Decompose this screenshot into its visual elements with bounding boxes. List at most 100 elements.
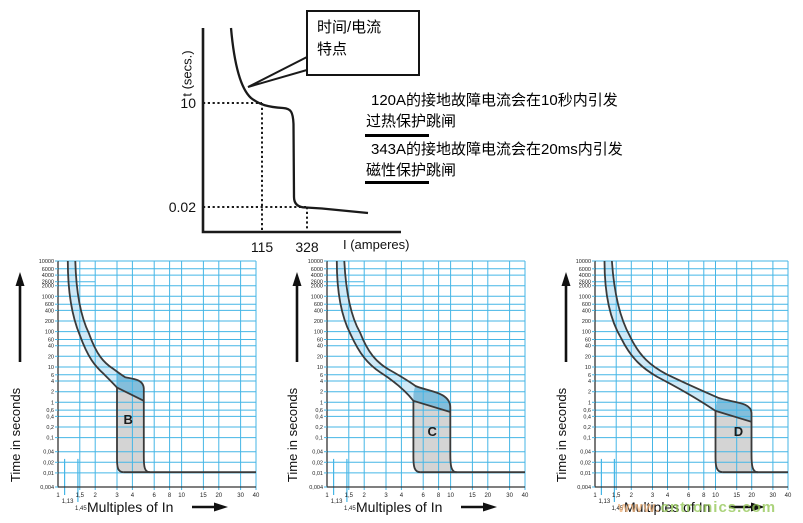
y-tick-label: 2600 [579,280,591,286]
x-sub-tick-label: 1,13 [331,499,343,505]
x-sub-tick-label: 1,13 [599,499,611,505]
x-tick-label: 6 [422,493,426,499]
y-tick-label: 6 [320,373,323,379]
y-tick-label: 10000 [576,259,591,265]
x-sub-tick-label: 1,45 [612,506,624,512]
thermal-band-fill [604,261,752,422]
x-tick-label: 8 [437,493,441,499]
y-axis-title: Time in seconds [285,387,300,482]
watermark: www.cntronics.com [618,499,776,516]
y-tick-label: 4000 [579,273,591,279]
annotation-magnetic-line1: 343A的接地故障电流会在20ms内引发 [371,141,623,158]
multiples-axis-arrow-head [214,502,228,512]
curve-type-letter: D [734,424,743,439]
y-tick-label: 0,004 [40,485,54,491]
x-tick-label: 3 [651,493,655,499]
top-diagram-axes [201,28,401,234]
y-tick-label: 40 [48,344,54,350]
y-tick-label: 0,1 [315,436,323,442]
y-tick-label: 20 [317,354,323,360]
top-x-axis-label: I (amperes) [343,237,410,252]
y-tick-label: 1000 [311,294,323,300]
y-tick-label: 10 [48,365,54,371]
callout-line1: 时间/电流 [317,19,382,36]
x-tick-label: 40 [253,493,260,499]
x-tick-label: 20 [748,493,755,499]
trip-curve-chart-d: 1000060004000260020001000600400200100604… [554,259,792,515]
dotted-line-002s-328a [203,206,308,232]
annotation-thermal-line2: 过热保护跳闸 [366,113,457,130]
time-axis-arrow-head [561,272,571,286]
top-y-tick-10: 10 [180,95,196,111]
y-tick-label: 6000 [42,267,54,273]
trip-band-left-boundary [603,260,723,474]
y-tick-label: 0,02 [43,460,54,466]
x-tick-label: 40 [522,493,529,499]
y-tick-label: 0,6 [583,408,591,414]
y-tick-label: 200 [45,319,54,325]
y-tick-label: 10 [317,365,323,371]
x-tick-label: 15 [733,493,740,499]
x-tick-label: 2 [363,493,367,499]
watermark-prefix: www. [618,499,661,516]
overlap-divider-line [715,410,752,423]
x-tick-label: 6 [153,493,157,499]
trip-band-right-boundary [74,260,151,474]
x-sub-tick-label: 1,45 [75,506,87,512]
y-tick-label: 1 [51,400,54,406]
y-tick-label: 0,04 [580,450,591,456]
trip-band-left-boundary [66,260,124,474]
x-tick-label: 2 [630,493,634,499]
x-tick-label: 1,5 [612,493,621,499]
x-tick-label: 15 [200,493,207,499]
overlap-band-fill [413,386,451,412]
x-sub-tick-label: 1,13 [62,499,74,505]
y-tick-label: 0,01 [312,471,323,477]
x-tick-label: 4 [400,493,404,499]
y-tick-label: 0,02 [312,460,323,466]
x-axis-title: Multiples of In [624,499,710,515]
y-tick-label: 4 [588,379,591,385]
y-tick-label: 2000 [42,284,54,290]
callout-box: 时间/电流 特点 [306,10,420,76]
y-tick-label: 0,1 [46,436,54,442]
y-tick-label: 0,01 [43,471,54,477]
y-tick-label: 60 [48,338,54,344]
trip-band-right-boundary [611,260,759,474]
y-tick-label: 2 [51,390,54,396]
curve-type-letter: C [428,424,438,439]
x-tick-label: 3 [115,493,119,499]
x-tick-label: 10 [712,493,719,499]
x-tick-label: 6 [687,493,691,499]
y-tick-label: 6000 [579,267,591,273]
x-tick-label: 8 [168,493,172,499]
y-tick-label: 400 [582,308,591,314]
y-axis-title: Time in seconds [554,387,569,482]
y-tick-label: 6 [588,373,591,379]
y-tick-label: 400 [45,308,54,314]
x-tick-label: 10 [447,493,454,499]
multiples-axis-arrow-head [751,502,765,512]
y-tick-label: 2 [588,390,591,396]
y-tick-label: 6 [51,373,54,379]
y-tick-label: 1 [320,400,323,406]
x-sub-tick-label: 1,45 [344,506,356,512]
y-tick-label: 60 [317,338,323,344]
x-tick-label: 3 [384,493,388,499]
chart-axes [594,261,788,488]
trip-band-right-boundary [343,260,457,474]
y-tick-label: 0,2 [315,425,323,431]
thermal-band-fill [336,261,451,412]
x-tick-label: 1,5 [76,493,85,499]
y-tick-label: 600 [314,302,323,308]
y-tick-label: 1000 [42,294,54,300]
y-tick-label: 1000 [579,294,591,300]
magnetic-band-fill [117,387,150,473]
y-tick-label: 0,6 [46,408,54,414]
y-tick-label: 4000 [42,273,54,279]
x-tick-label: 1,5 [345,493,354,499]
y-tick-label: 200 [582,319,591,325]
x-tick-label: 10 [178,493,185,499]
